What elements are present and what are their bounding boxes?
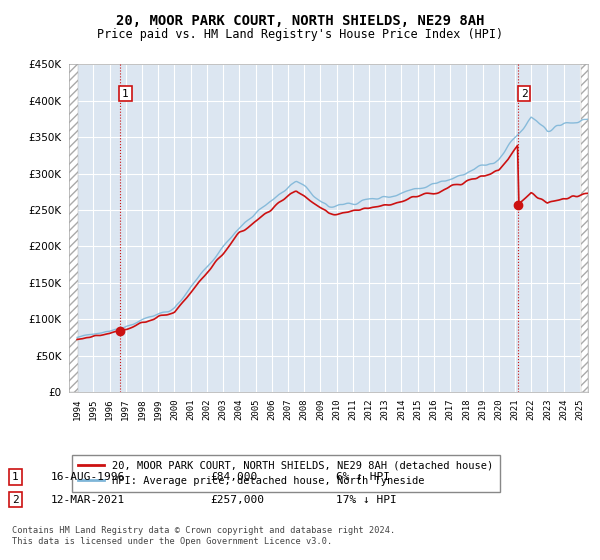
Text: 2: 2	[12, 494, 19, 505]
Text: 1: 1	[122, 88, 129, 99]
Text: Contains HM Land Registry data © Crown copyright and database right 2024.
This d: Contains HM Land Registry data © Crown c…	[12, 526, 395, 546]
Text: 16-AUG-1996: 16-AUG-1996	[51, 472, 125, 482]
Text: 17% ↓ HPI: 17% ↓ HPI	[336, 494, 397, 505]
Text: £84,000: £84,000	[210, 472, 257, 482]
Bar	[581, 64, 588, 392]
Text: Price paid vs. HM Land Registry's House Price Index (HPI): Price paid vs. HM Land Registry's House …	[97, 28, 503, 41]
Text: 2: 2	[521, 88, 527, 99]
Text: 6% ↑ HPI: 6% ↑ HPI	[336, 472, 390, 482]
Text: 1: 1	[12, 472, 19, 482]
Bar	[69, 64, 79, 392]
Legend: 20, MOOR PARK COURT, NORTH SHIELDS, NE29 8AH (detached house), HPI: Average pric: 20, MOOR PARK COURT, NORTH SHIELDS, NE29…	[71, 455, 500, 492]
Text: £257,000: £257,000	[210, 494, 264, 505]
Text: 12-MAR-2021: 12-MAR-2021	[51, 494, 125, 505]
Text: 20, MOOR PARK COURT, NORTH SHIELDS, NE29 8AH: 20, MOOR PARK COURT, NORTH SHIELDS, NE29…	[116, 14, 484, 28]
